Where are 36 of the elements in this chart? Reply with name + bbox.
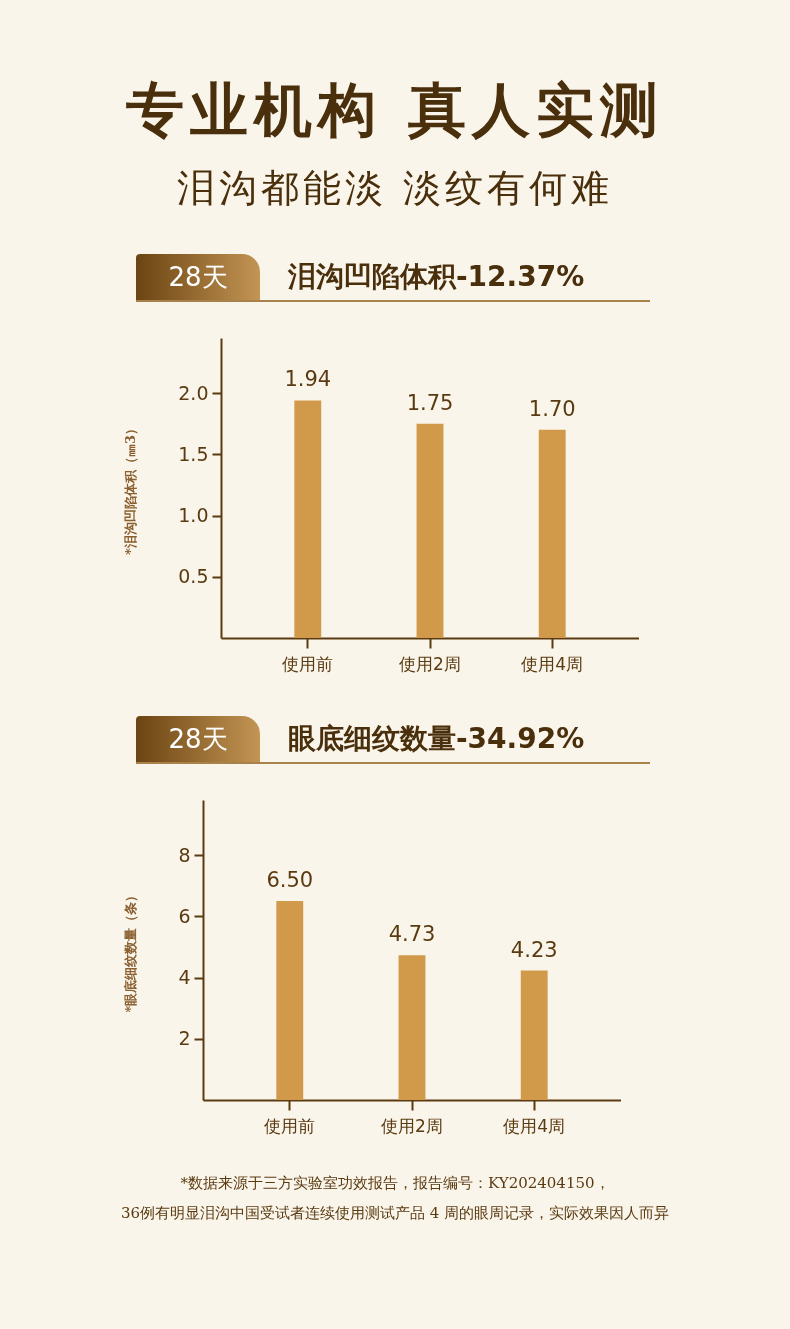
data-label: 4.73 bbox=[388, 922, 436, 947]
y-axis-title: *泪沟凹陷体积（㎜3） bbox=[123, 422, 139, 555]
chart-title: 眼底细纹数量-34.92% bbox=[288, 721, 585, 757]
bar bbox=[520, 970, 548, 1100]
x-tick-label: 使用前 bbox=[264, 1115, 316, 1136]
text: 专业机构 真人实测 bbox=[124, 75, 666, 146]
bar bbox=[416, 423, 444, 638]
data-label: 1.94 bbox=[284, 367, 332, 392]
bar bbox=[294, 400, 322, 638]
y-tick-label: 6 bbox=[178, 904, 191, 927]
y-tick-label: 2 bbox=[178, 1027, 191, 1050]
x-tick-label: 使用前 bbox=[282, 653, 334, 674]
text: 36例有明显泪沟中国受试者连续使用测试产品 4 周的眼周记录，实际效果因人而异 bbox=[119, 1203, 671, 1224]
x-tick-label: 使用4周 bbox=[503, 1115, 566, 1136]
x-tick-label: 使用2周 bbox=[399, 653, 461, 674]
y-tick-label: 0.5 bbox=[178, 565, 209, 588]
bar bbox=[276, 901, 304, 1100]
chart-subtitle: 28天 bbox=[136, 254, 260, 300]
data-label: 4.23 bbox=[510, 937, 558, 962]
data-label: 6.50 bbox=[266, 868, 314, 893]
text: 泪沟都能淡 淡纹有何难 bbox=[175, 165, 615, 212]
y-tick-label: 8 bbox=[178, 843, 191, 866]
y-tick-label: 1.5 bbox=[178, 442, 209, 465]
y-tick-label: 4 bbox=[178, 966, 191, 989]
data-label: 1.75 bbox=[406, 390, 454, 415]
y-tick-label: 2.0 bbox=[178, 381, 209, 404]
chart-subtitle: 28天 bbox=[136, 716, 260, 762]
x-tick-label: 使用2周 bbox=[381, 1115, 443, 1136]
text: *数据来源于三方实验室功效报告，报告编号：KY202404150， bbox=[179, 1173, 611, 1194]
y-tick-label: 1.0 bbox=[178, 504, 209, 527]
bar bbox=[538, 429, 566, 638]
bar bbox=[398, 955, 426, 1100]
x-tick-label: 使用4周 bbox=[521, 653, 584, 674]
y-axis-title: *眼底细纹数量（条） bbox=[123, 888, 139, 1013]
chart-title: 泪沟凹陷体积-12.37% bbox=[288, 259, 585, 295]
data-label: 1.70 bbox=[528, 396, 576, 421]
